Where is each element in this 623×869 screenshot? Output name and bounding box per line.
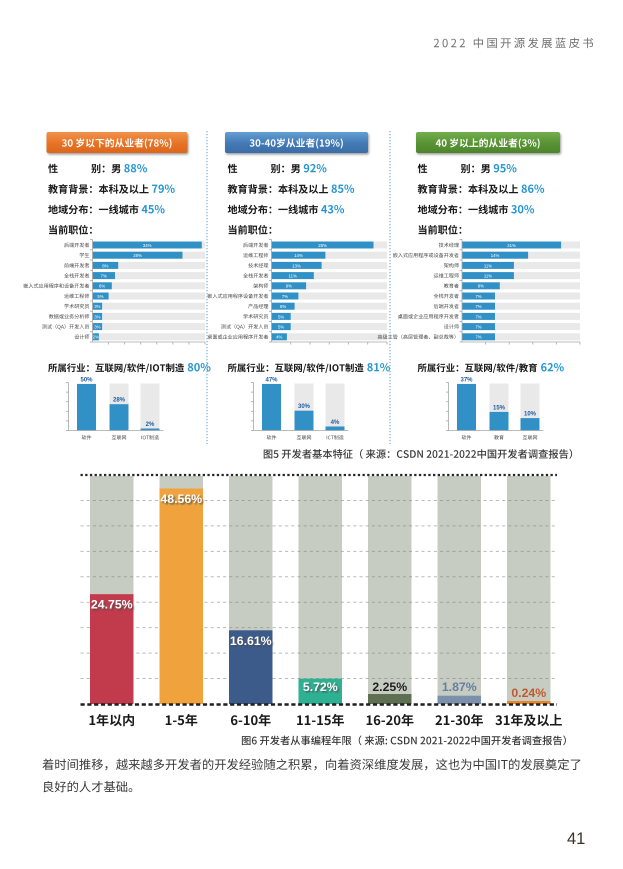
svg-text:7%: 7% (282, 294, 288, 299)
svg-text:4%: 4% (331, 420, 340, 426)
svg-text:11%: 11% (289, 274, 297, 279)
svg-text:8%: 8% (478, 284, 484, 289)
svg-text:14%: 14% (491, 253, 500, 258)
svg-text:9%: 9% (286, 284, 292, 289)
svg-text:30%: 30% (298, 404, 311, 410)
svg-text:11%: 11% (484, 274, 492, 279)
svg-text:5%: 5% (278, 314, 284, 319)
svg-text:4%: 4% (276, 335, 282, 340)
svg-text:28%: 28% (113, 398, 126, 404)
svg-text:24.75%: 24.75% (91, 598, 133, 612)
svg-text:7%: 7% (101, 274, 107, 279)
svg-text:5%: 5% (278, 325, 284, 330)
svg-text:5.72%: 5.72% (304, 682, 339, 696)
svg-text:47%: 47% (265, 378, 278, 384)
svg-text:1.87%: 1.87% (442, 680, 477, 694)
svg-text:34%: 34% (143, 243, 152, 248)
svg-text:2%: 2% (93, 335, 99, 340)
svg-text:24.75%: 24.75% (92, 599, 134, 613)
svg-text:37%: 37% (460, 378, 473, 384)
svg-text:6%: 6% (99, 284, 105, 289)
svg-text:0.24%: 0.24% (511, 686, 546, 700)
svg-text:14%: 14% (294, 253, 303, 258)
svg-text:3%: 3% (94, 304, 100, 309)
svg-text:8%: 8% (102, 263, 108, 268)
svg-text:7%: 7% (475, 304, 481, 309)
svg-text:3%: 3% (94, 314, 100, 319)
svg-text:21%: 21% (507, 243, 516, 248)
svg-text:7%: 7% (475, 294, 481, 299)
svg-text:7%: 7% (475, 325, 481, 330)
svg-text:50%: 50% (80, 378, 93, 384)
svg-text:3%: 3% (94, 325, 100, 330)
svg-text:5%: 5% (97, 294, 103, 299)
svg-text:2%: 2% (146, 422, 155, 428)
svg-text:13%: 13% (292, 263, 301, 268)
svg-text:16.61%: 16.61% (231, 635, 273, 649)
svg-text:2.25%: 2.25% (372, 680, 407, 694)
svg-text:5.72%: 5.72% (303, 680, 338, 694)
svg-text:10%: 10% (524, 412, 537, 418)
svg-text:28%: 28% (133, 253, 142, 258)
svg-text:11%: 11% (484, 263, 492, 268)
svg-text:7%: 7% (475, 335, 481, 340)
svg-text:48.56%: 48.56% (162, 494, 204, 508)
svg-text:15%: 15% (493, 405, 506, 411)
svg-text:28%: 28% (318, 243, 327, 248)
svg-text:41: 41 (567, 830, 585, 848)
svg-text:48.56%: 48.56% (160, 492, 202, 506)
svg-text:16.61%: 16.61% (230, 634, 272, 648)
svg-text:6%: 6% (280, 304, 286, 309)
svg-text:7%: 7% (475, 314, 481, 319)
